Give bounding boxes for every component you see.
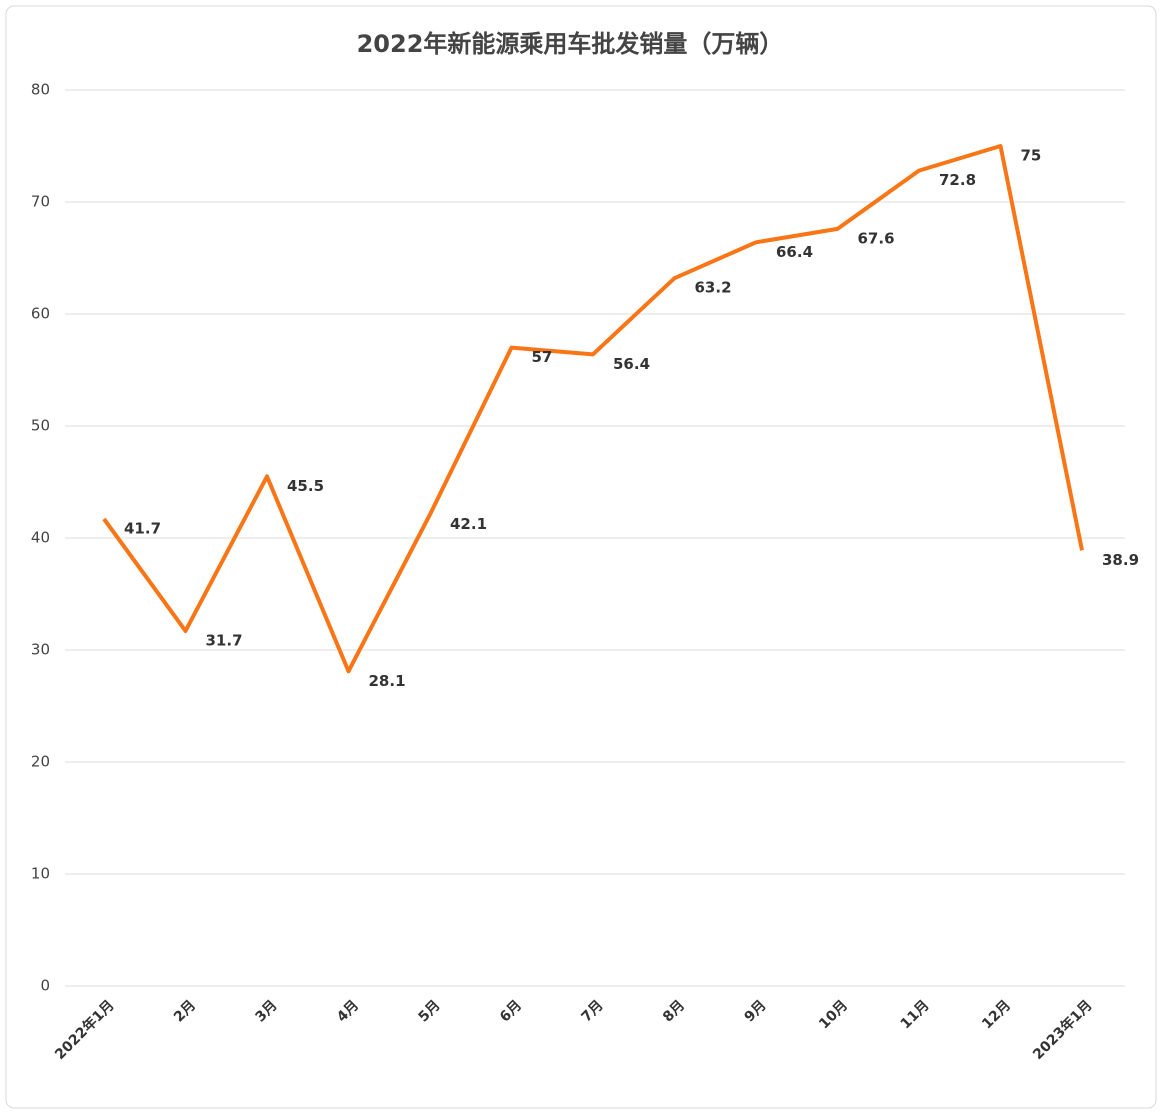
data-label: 56.4 (613, 355, 650, 373)
y-tick-label: 0 (40, 977, 50, 995)
data-label: 45.5 (287, 477, 324, 495)
data-label: 75 (1021, 147, 1042, 165)
data-label: 41.7 (124, 519, 161, 537)
y-tick-label: 30 (31, 641, 50, 659)
data-label: 31.7 (206, 631, 243, 649)
data-label: 28.1 (369, 672, 406, 690)
y-tick-label: 60 (31, 305, 50, 323)
data-label: 67.6 (858, 229, 895, 247)
y-tick-label: 70 (31, 193, 50, 211)
y-tick-label: 10 (31, 865, 50, 883)
data-line (102, 144, 1084, 674)
data-label: 63.2 (695, 279, 732, 297)
data-label: 66.4 (776, 243, 813, 261)
y-tick-label: 40 (31, 529, 50, 547)
y-tick-label: 20 (31, 753, 50, 771)
data-label: 38.9 (1102, 551, 1139, 569)
y-tick-label: 50 (31, 417, 50, 435)
chart-title: 2022年新能源乘用车批发销量（万辆） (357, 30, 784, 58)
data-label: 57 (532, 348, 553, 366)
data-label: 72.8 (939, 171, 976, 189)
y-tick-label: 80 (31, 81, 50, 99)
chart-frame (5, 5, 1157, 1109)
data-label: 42.1 (450, 515, 487, 533)
